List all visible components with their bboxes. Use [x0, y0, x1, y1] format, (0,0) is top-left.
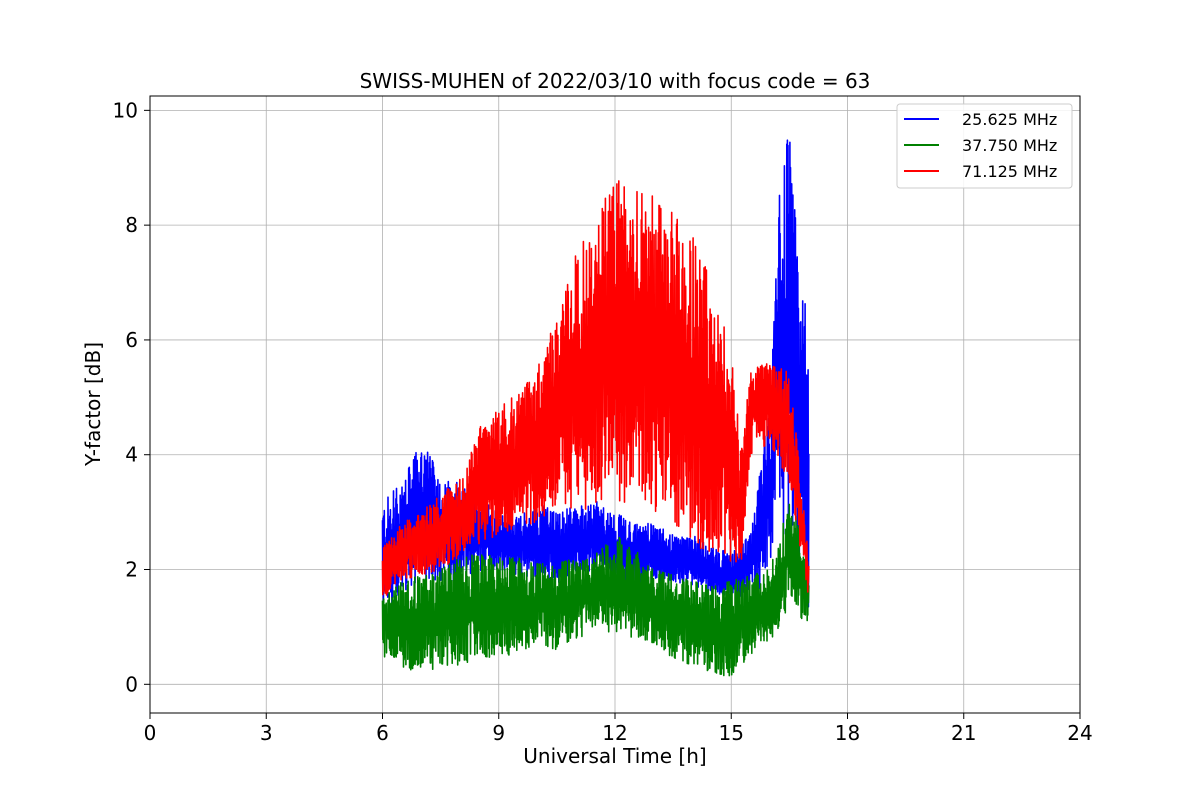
x-tick-label: 3 — [260, 721, 273, 745]
x-tick-label: 6 — [376, 721, 389, 745]
series-line-2 — [381, 503, 810, 677]
x-axis-label: Universal Time [h] — [523, 744, 706, 768]
x-tick-label: 9 — [492, 721, 505, 745]
y-tick-label: 6 — [125, 328, 138, 352]
y-axis-label: Y-factor [dB] — [81, 342, 105, 467]
series-line-3 — [381, 180, 810, 596]
x-tick-label: 18 — [835, 721, 860, 745]
legend-entry-3: 71.125 MHz — [962, 162, 1057, 181]
y-tick-label: 2 — [125, 558, 138, 582]
x-tick-label: 24 — [1067, 721, 1092, 745]
x-tick-label: 12 — [602, 721, 627, 745]
x-tick-label: 15 — [719, 721, 744, 745]
y-tick-label: 4 — [125, 443, 138, 467]
y-tick-label: 8 — [125, 213, 138, 237]
x-tick-label: 21 — [951, 721, 976, 745]
legend-entry-2: 37.750 MHz — [962, 136, 1057, 155]
x-tick-label: 0 — [144, 721, 157, 745]
y-tick-label: 10 — [113, 98, 138, 122]
legend-box — [896, 103, 1073, 189]
chart-title: SWISS-MUHEN of 2022/03/10 with focus cod… — [360, 69, 871, 93]
legend: 25.625 MHz 37.750 MHz 71.125 MHz — [896, 103, 1073, 189]
legend-entry-1: 25.625 MHz — [962, 110, 1057, 129]
y-tick-label: 0 — [125, 672, 138, 696]
